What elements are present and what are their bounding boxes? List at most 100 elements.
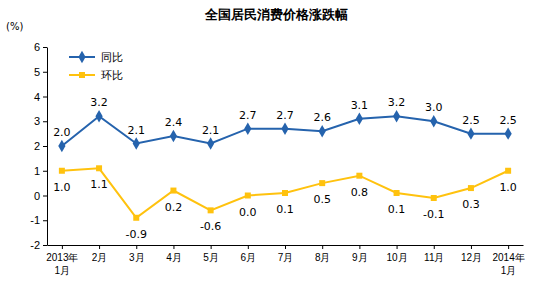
x-tick-label: 7月 [278,252,294,263]
data-label: 0.1 [276,203,294,216]
series-marker [431,195,437,201]
y-tick-mark [43,121,47,122]
data-labels: 2.03.22.12.42.12.72.72.63.13.23.02.52.51… [53,96,517,240]
x-tick-label: 10月 [387,252,408,263]
y-tick: -2 [30,239,47,251]
x-tick-label: 4月 [166,252,182,263]
series-marker [95,110,102,122]
legend-item: 环比 [69,69,123,82]
legend-label: 环比 [101,69,123,82]
data-label: 2.7 [276,109,294,122]
series-marker [468,185,474,191]
series-marker [133,137,140,149]
x-tick-label: 5月 [203,252,219,263]
y-tick: 0 [34,190,47,202]
data-label: 3.2 [90,96,108,109]
y-axis-title: (%) [6,21,23,32]
y-tick-label: 4 [34,91,40,103]
data-label: 1.1 [90,178,108,191]
series-marker [319,180,325,186]
series-marker [394,190,400,196]
x-tick: 4月 [166,245,182,263]
x-tick: 7月 [278,245,294,263]
series-marker [319,125,326,137]
x-tick: 8月 [315,245,331,263]
data-label: 2.0 [53,126,71,139]
data-label: -0.1 [423,208,444,221]
data-label: 0.3 [462,198,480,211]
data-label: -0.9 [126,228,147,241]
series-marker [281,122,288,134]
data-label: 2.7 [239,109,257,122]
series-marker [356,113,363,125]
data-label: 3.2 [388,96,406,109]
data-label: 1.0 [53,181,71,194]
plot-area [58,110,511,221]
x-tick-mark [359,245,360,249]
y-axis: -2 -1 0 1 2 3 4 5 6 [30,41,47,251]
x-tick-label: 2月 [92,252,108,263]
series-marker [505,127,512,139]
series-marker [467,127,474,139]
y-tick: 2 [34,140,47,152]
data-label: 0.5 [313,193,331,206]
series-marker [170,188,176,194]
data-label: 2.5 [499,114,517,127]
data-label: 2.1 [128,124,146,137]
legend-marker [78,51,85,63]
data-label: -0.6 [200,220,221,233]
x-tick-label: 3月 [129,252,145,263]
x-tick: 11月 [424,245,444,263]
y-tick-mark [43,72,47,73]
chart: 全国居民消费价格涨跌幅(%)-2-101234562013年1月2月3月4月5月… [0,0,553,307]
y-tick-label: 1 [34,165,40,177]
series-marker [393,110,400,122]
x-tick-mark [248,245,249,249]
x-tick: 2014年1月 [493,245,525,276]
y-tick-mark [43,196,47,197]
data-label: 0.8 [351,186,369,199]
data-label: 2.4 [165,116,183,129]
series-marker [133,215,139,221]
x-tick-mark [211,245,212,249]
series-marker [430,115,437,127]
y-tick-label: 3 [34,115,40,127]
x-tick-label: 8月 [315,252,331,263]
data-label: 2.5 [462,114,480,127]
data-label: 3.1 [351,99,369,112]
y-tick-label: 6 [34,41,40,53]
data-label: 0.0 [239,206,257,219]
legend: 同比环比 [69,51,123,82]
legend-item: 同比 [69,51,123,64]
data-label: 2.6 [313,111,331,124]
x-tick-label: 11月 [424,252,444,263]
series-marker [244,122,251,134]
series-marker [208,207,214,213]
x-tick-mark [285,245,286,249]
y-tick-mark [43,171,47,172]
x-tick-mark [322,245,323,249]
x-tick-label: 2013年1月 [46,252,78,276]
x-axis: 2013年1月 2月 3月 4月 5月 6月 7月 8月 9月 10月 11月 12月 2014年1月 [46,245,525,276]
x-tick-mark [99,245,100,249]
x-tick: 9月 [352,245,368,263]
series-marker [59,168,65,174]
y-tick-label: -1 [30,214,40,226]
y-tick: -1 [30,214,47,226]
series-marker [207,137,214,149]
x-tick: 2月 [92,245,108,263]
x-tick-label: 6月 [241,252,257,263]
x-tick-mark [397,245,398,249]
x-tick-mark [136,245,137,249]
x-tick: 12月 [461,245,482,263]
y-tick-mark [43,245,47,246]
series-marker [282,190,288,196]
legend-label: 同比 [101,51,123,64]
y-tick-mark [43,146,47,147]
y-tick: 5 [34,66,47,78]
data-label: 0.2 [165,201,183,214]
y-axis-line [47,48,48,246]
y-tick-mark [43,220,47,221]
y-tick: 3 [34,115,47,127]
x-tick: 10月 [387,245,408,263]
